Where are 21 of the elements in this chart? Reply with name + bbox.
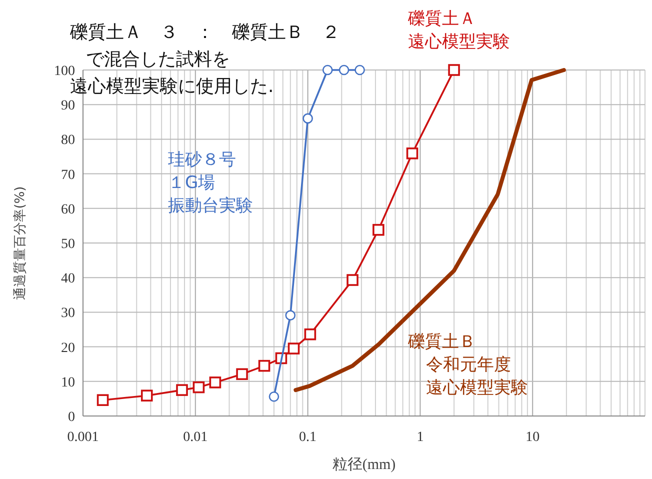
x-tick-label: 0.1 xyxy=(299,430,317,445)
text: 珪砂８号１G場振動台実験 xyxy=(168,150,253,216)
x-tick-label: 0.01 xyxy=(183,430,208,445)
y-tick-label: 10 xyxy=(61,375,75,390)
series-label: 礫質土Ｂ令和元年度遠心模型実験 xyxy=(407,332,528,398)
x-axis-title: 粒径(mm) xyxy=(332,457,396,473)
y-tick-label: 20 xyxy=(61,340,75,356)
y-tick-label: 0 xyxy=(68,410,75,425)
y-tick-label: 60 xyxy=(61,202,75,218)
y-tick-label: 70 xyxy=(61,168,75,183)
y-tick-label: 90 xyxy=(61,98,75,114)
y-tick-label: 30 xyxy=(61,306,75,322)
x-tick-label: 1 xyxy=(416,430,424,445)
text: 礫質土Ａ遠心模型実験 xyxy=(407,9,510,52)
y-axis-title: 通過質量百分率(%) xyxy=(12,186,28,300)
y-tick-label: 40 xyxy=(61,272,75,287)
y-tick-label: 80 xyxy=(61,133,75,148)
y-tick-label: 50 xyxy=(61,237,75,252)
y-tick-label: 100 xyxy=(54,64,75,79)
x-tick-label: 0.001 xyxy=(67,430,99,445)
x-tick-label: 10 xyxy=(526,430,540,445)
